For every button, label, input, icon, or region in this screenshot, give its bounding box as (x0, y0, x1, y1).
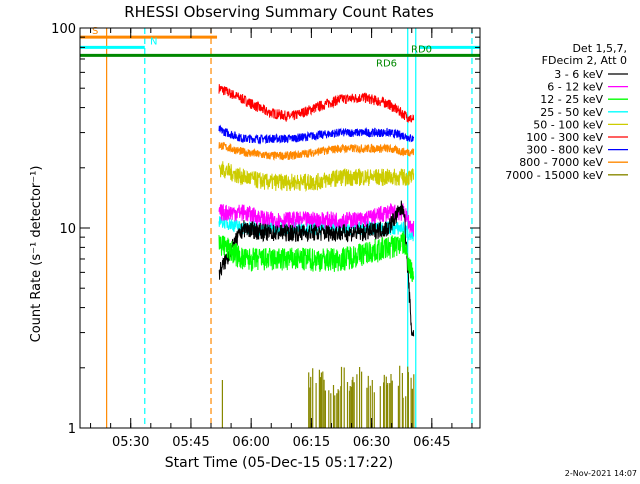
series-2 (218, 141, 415, 161)
x-axis-label: Start Time (05-Dec-15 05:17:22) (165, 455, 393, 471)
series-8 (221, 365, 415, 428)
legend-label-5: 100 - 300 keV (526, 131, 603, 144)
series-6-line (218, 200, 415, 337)
y-axis-label-group: Count Rate (s⁻¹ detector⁻¹) (29, 166, 44, 343)
series-1 (218, 124, 415, 145)
y-tick-label-2: 100 (51, 22, 76, 37)
series-7-line (218, 231, 415, 283)
series-2-line (218, 141, 415, 161)
x-tick-label-1: 05:45 (172, 435, 209, 450)
legend-label-8: 7000 - 15000 keV (505, 169, 603, 182)
x-tick-label-2: 06:00 (232, 435, 269, 450)
flag-label-0: S (92, 26, 98, 37)
x-tick-label-3: 06:15 (293, 435, 330, 450)
x-tick-label-4: 06:30 (353, 435, 390, 450)
legend-label-4: 50 - 100 keV (533, 118, 603, 131)
series-6 (218, 200, 415, 337)
flag-label-4: RD0 (411, 44, 432, 55)
flag-label-3: RD6 (376, 58, 397, 69)
y-tick-label-0: 1 (68, 422, 76, 437)
x-tick-label-5: 06:45 (413, 435, 450, 450)
series-8-spikes (221, 365, 415, 428)
series-0 (218, 84, 415, 124)
series-5 (218, 202, 415, 237)
legend-header-0: Det 1,5,7, (572, 42, 627, 55)
legend-header-1: FDecim 2, Att 0 (542, 54, 627, 67)
x-tick-label-0: 05:30 (112, 435, 149, 450)
series-1-line (218, 124, 415, 145)
axes-layer: 1 10 100 05:30 05:45 06:00 06:15 06:30 06:45 (51, 22, 481, 450)
legend-label-7: 800 - 7000 keV (519, 156, 603, 169)
flags-layer: SNNRD6RD0 (80, 26, 480, 69)
legend-label-2: 12 - 25 keV (540, 93, 603, 106)
y-tick-label-1: 10 (59, 222, 76, 237)
flag-label-1: N (150, 36, 157, 47)
series-7 (218, 231, 415, 283)
legend-label-3: 25 - 50 keV (540, 106, 603, 119)
series-3-line (218, 161, 415, 192)
series-3 (218, 161, 415, 192)
series-0-line (218, 84, 415, 124)
footer-timestamp: 2-Nov-2021 14:07 (565, 469, 637, 478)
series-5-line (218, 202, 415, 237)
series-layer (218, 84, 415, 428)
legend-label-0: 3 - 6 keV (554, 68, 603, 81)
y-axis-label: Count Rate (s⁻¹ detector⁻¹) (29, 166, 44, 343)
chart-title: RHESSI Observing Summary Count Rates (124, 3, 434, 21)
legend-label-6: 300 - 800 keV (526, 144, 603, 157)
legend-label-1: 6 - 12 keV (547, 81, 603, 94)
